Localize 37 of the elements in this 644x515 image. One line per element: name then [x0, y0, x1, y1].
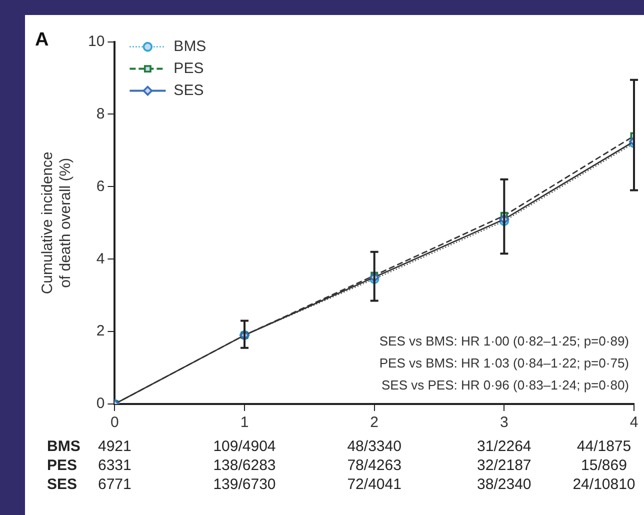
y-tick-label: 8 — [96, 105, 105, 122]
text: 4921 — [98, 438, 132, 455]
x-tick-label: 2 — [370, 414, 379, 432]
text: 38/2340 — [477, 476, 532, 493]
y-tick-label: 10 — [88, 32, 105, 50]
x-tick-label: 3 — [500, 414, 508, 432]
chart-title: A — [35, 30, 49, 51]
legend-label: PES — [174, 60, 204, 77]
text: 32/2187 — [477, 457, 532, 474]
text: PES — [47, 457, 78, 474]
annotation: PES vs BMS: HR 1·03 (0·84–1·22; p=0·75) — [379, 356, 629, 371]
text: SES — [47, 476, 78, 493]
legend-label: BMS — [174, 38, 206, 55]
y-tick-label: 6 — [96, 178, 105, 195]
text: 109/4904 — [213, 438, 276, 455]
y-tick-label: 2 — [96, 322, 105, 340]
text: 6331 — [98, 457, 132, 474]
x-tick-label: 4 — [630, 414, 638, 432]
y-axis-title: Cumulative incidence of death overall (%) — [39, 152, 74, 294]
text: 44/1875 — [576, 438, 632, 455]
annotation: SES vs PES: HR 0·96 (0·83–1·24; p=0·80) — [382, 378, 629, 393]
text: BMS — [47, 438, 80, 455]
text: 15/869 — [581, 457, 627, 474]
y-tick-label: 4 — [96, 250, 105, 268]
legend-label: SES — [174, 82, 204, 99]
text: 24/10810 — [572, 476, 636, 493]
text: 139/6730 — [213, 476, 276, 493]
text: 78/4263 — [347, 457, 402, 474]
x-tick-label: 1 — [240, 414, 249, 432]
text: 48/3340 — [347, 438, 402, 455]
text: 6771 — [98, 476, 132, 493]
text: 31/2264 — [477, 438, 532, 455]
annotation: SES vs BMS: HR 1·00 (0·82–1·25; p=0·89) — [379, 334, 629, 349]
text: 72/4041 — [347, 476, 402, 493]
text: 138/6283 — [213, 457, 276, 474]
x-tick-label: 0 — [110, 414, 119, 432]
y-tick-label: 0 — [96, 395, 105, 412]
